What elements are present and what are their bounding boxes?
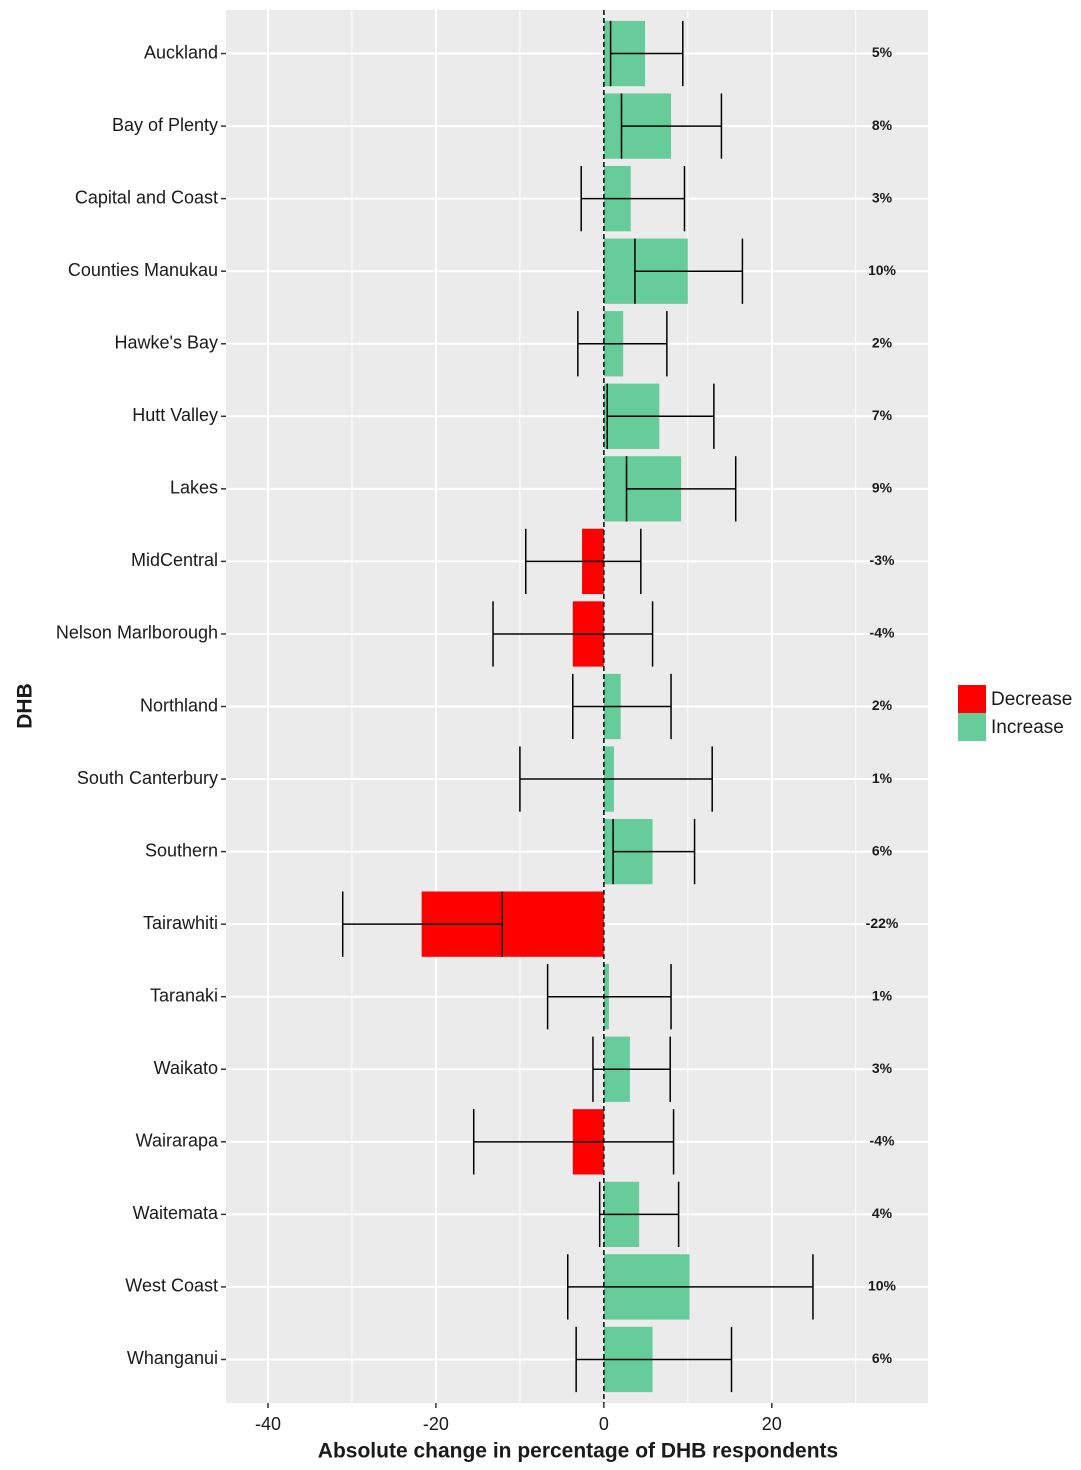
- y-tick-label: Bay of Plenty: [112, 115, 218, 135]
- value-label: -4%: [870, 625, 895, 641]
- legend-swatch: [958, 685, 986, 713]
- value-label: 10%: [868, 262, 897, 278]
- y-tick-label: Northland: [140, 695, 218, 715]
- value-label: 4%: [872, 1205, 893, 1221]
- y-tick-label: Southern: [145, 840, 218, 860]
- value-label: 2%: [872, 697, 893, 713]
- y-tick-label: Tairawhiti: [143, 913, 218, 933]
- value-label: 6%: [872, 842, 893, 858]
- y-tick-label: West Coast: [125, 1276, 218, 1296]
- x-tick-label: -40: [255, 1414, 281, 1434]
- value-label: 2%: [872, 334, 893, 350]
- legend-label: Increase: [991, 717, 1064, 738]
- legend-swatch: [958, 713, 986, 741]
- value-label: 9%: [872, 480, 893, 496]
- x-axis-label: Absolute change in percentage of DHB res…: [318, 1440, 838, 1463]
- y-tick-label: Hawke's Bay: [115, 332, 218, 352]
- y-tick-label: Lakes: [170, 478, 218, 498]
- y-tick-label: Waitemata: [133, 1203, 219, 1223]
- value-label: 7%: [872, 407, 893, 423]
- y-tick-label: Nelson Marlborough: [56, 623, 218, 643]
- value-label: 5%: [872, 44, 893, 60]
- x-tick-label: 20: [762, 1414, 782, 1434]
- legend-label: Decrease: [991, 689, 1072, 710]
- value-label: -22%: [866, 915, 899, 931]
- y-axis-label: DHB: [14, 683, 37, 729]
- y-tick-label: MidCentral: [131, 550, 218, 570]
- x-tick-label: -20: [423, 1414, 449, 1434]
- y-tick-label: Capital and Coast: [75, 187, 218, 207]
- y-tick-label: Auckland: [144, 42, 218, 62]
- value-label: -3%: [870, 552, 895, 568]
- value-label: 10%: [868, 1278, 897, 1294]
- y-tick-label: South Canterbury: [77, 768, 218, 788]
- y-tick-label: Counties Manukau: [68, 260, 218, 280]
- value-label: 3%: [872, 1060, 893, 1076]
- value-label: -4%: [870, 1133, 895, 1149]
- value-label: 1%: [872, 770, 893, 786]
- value-label: 8%: [872, 117, 893, 133]
- y-tick-label: Taranaki: [150, 985, 218, 1005]
- y-tick-label: Hutt Valley: [132, 405, 218, 425]
- value-label: 6%: [872, 1350, 893, 1366]
- value-label: 3%: [872, 189, 893, 205]
- value-label: 1%: [872, 987, 893, 1003]
- y-tick-label: Whanganui: [127, 1348, 218, 1368]
- y-tick-label: Waikato: [154, 1058, 218, 1078]
- x-tick-label: 0: [599, 1414, 609, 1434]
- y-tick-label: Wairarapa: [136, 1131, 219, 1151]
